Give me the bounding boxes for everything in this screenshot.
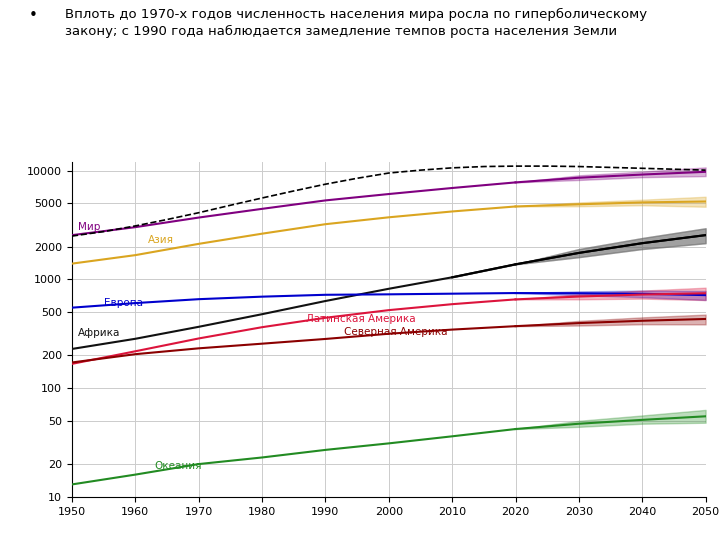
Text: Европа: Европа xyxy=(104,298,143,308)
Text: •: • xyxy=(29,8,37,23)
Text: Вплоть до 1970-х годов численность населения мира росла по гиперболическому
зако: Вплоть до 1970-х годов численность насел… xyxy=(65,8,647,38)
Text: Азия: Азия xyxy=(148,235,174,245)
Text: Северная Америка: Северная Америка xyxy=(344,327,448,337)
Text: Мир: Мир xyxy=(78,222,101,232)
Text: Латинская Америка: Латинская Америка xyxy=(307,314,416,324)
Text: Океания: Океания xyxy=(154,462,202,471)
Text: Африка: Африка xyxy=(78,328,121,338)
